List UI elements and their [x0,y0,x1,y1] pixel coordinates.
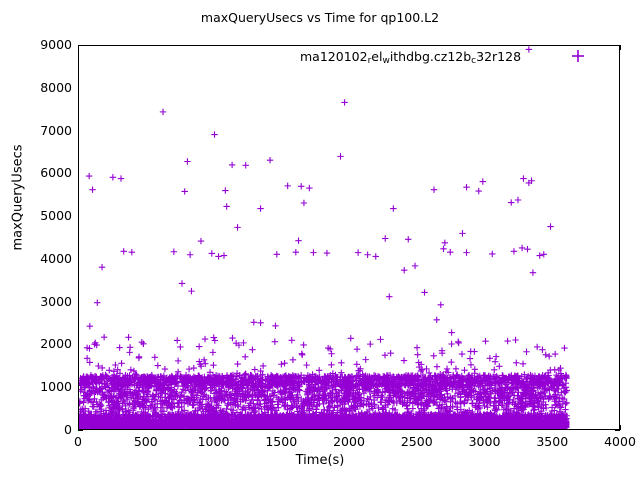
y-tick-mark-right [615,430,620,431]
y-tick-label: 3000 [40,293,72,309]
legend-subscript: c [471,55,477,66]
legend-text-part: el [371,49,383,64]
chart-title: maxQueryUsecs vs Time for qp100.L2 [200,10,440,25]
plot-area [78,45,620,430]
x-tick-label: 1500 [265,434,298,449]
x-tick-label: 4000 [604,434,636,449]
y-tick-label: 8000 [40,79,72,95]
legend-text-part: 32r128 [476,49,522,64]
legend-subscript: w [382,55,390,66]
y-tick-label: 1000 [40,379,72,395]
y-tick-label: 9000 [40,37,72,52]
legend-text-part: ithdbg.cz12b [389,49,472,64]
y-tick-label: 0 [64,422,72,437]
x-tick-label: 3500 [536,434,569,449]
legend-text-part: ma120102 [300,49,368,64]
y-tick-label: 4000 [40,250,72,266]
x-tick-mark-top [620,45,621,50]
legend-series-label: ma120102relwithdbg.cz12bc32r128 [300,49,521,66]
y-tick-label: 7000 [40,122,72,138]
y-tick-mark [78,430,83,431]
x-tick-label: 0 [74,434,82,449]
x-tick-label: 1000 [197,434,230,449]
x-tick-mark [620,425,621,430]
scatter-svg [79,46,570,429]
x-axis-label: Time(s) [295,453,345,468]
legend-plus-marker [572,50,584,62]
x-tick-label: 500 [133,434,158,449]
legend-subscript: r [367,55,372,66]
x-tick-label: 2000 [333,434,365,449]
y-tick-label: 2000 [40,336,72,352]
x-tick-label: 3000 [468,434,501,449]
y-tick-label: 5000 [40,208,72,224]
y-tick-label: 6000 [40,165,72,181]
x-tick-label: 2500 [400,434,433,449]
